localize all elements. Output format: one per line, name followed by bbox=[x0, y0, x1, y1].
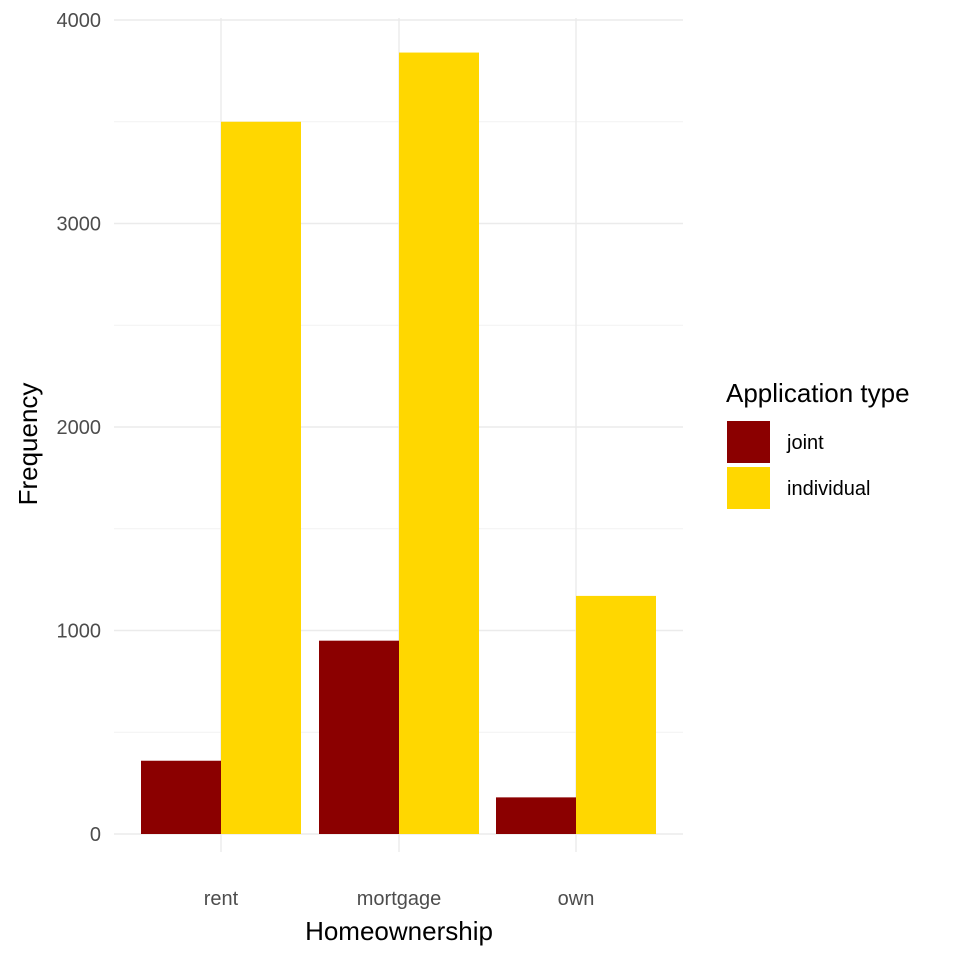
x-tick-label: rent bbox=[204, 888, 239, 910]
bar-individual-own bbox=[576, 595, 656, 834]
bar-individual-mortgage bbox=[399, 52, 479, 835]
legend-label-joint: joint bbox=[786, 432, 824, 454]
bar-individual-rent bbox=[221, 121, 301, 834]
bar-joint-own bbox=[496, 797, 576, 834]
y-axis-title: Frequency bbox=[13, 383, 43, 506]
bar-joint-rent bbox=[141, 760, 221, 834]
x-axis-title: Homeownership bbox=[305, 916, 493, 946]
bars bbox=[141, 52, 656, 835]
y-axis-ticks: 0 1000 2000 3000 4000 bbox=[57, 10, 102, 846]
legend-key-individual bbox=[727, 467, 770, 509]
x-axis-ticks: rent mortgage own bbox=[204, 888, 595, 910]
legend-key-joint bbox=[727, 421, 770, 463]
y-tick-label: 1000 bbox=[57, 621, 102, 643]
x-tick-label: mortgage bbox=[357, 888, 442, 910]
y-tick-label: 4000 bbox=[57, 10, 102, 32]
x-tick-label: own bbox=[558, 888, 595, 910]
legend-label-individual: individual bbox=[787, 478, 870, 500]
legend-title: Application type bbox=[726, 378, 910, 408]
y-tick-label: 2000 bbox=[57, 417, 102, 439]
legend: Application type joint individual bbox=[726, 378, 910, 509]
y-tick-label: 0 bbox=[90, 824, 101, 846]
bar-joint-mortgage bbox=[319, 640, 399, 834]
y-tick-label: 3000 bbox=[57, 214, 102, 236]
